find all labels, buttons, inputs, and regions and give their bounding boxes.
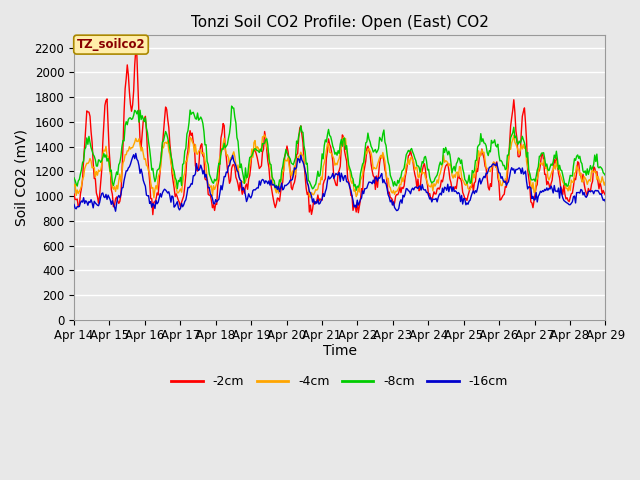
Y-axis label: Soil CO2 (mV): Soil CO2 (mV): [15, 129, 29, 226]
Legend: -2cm, -4cm, -8cm, -16cm: -2cm, -4cm, -8cm, -16cm: [166, 370, 513, 393]
Title: Tonzi Soil CO2 Profile: Open (East) CO2: Tonzi Soil CO2 Profile: Open (East) CO2: [191, 15, 488, 30]
Text: TZ_soilco2: TZ_soilco2: [77, 38, 145, 51]
X-axis label: Time: Time: [323, 344, 356, 358]
